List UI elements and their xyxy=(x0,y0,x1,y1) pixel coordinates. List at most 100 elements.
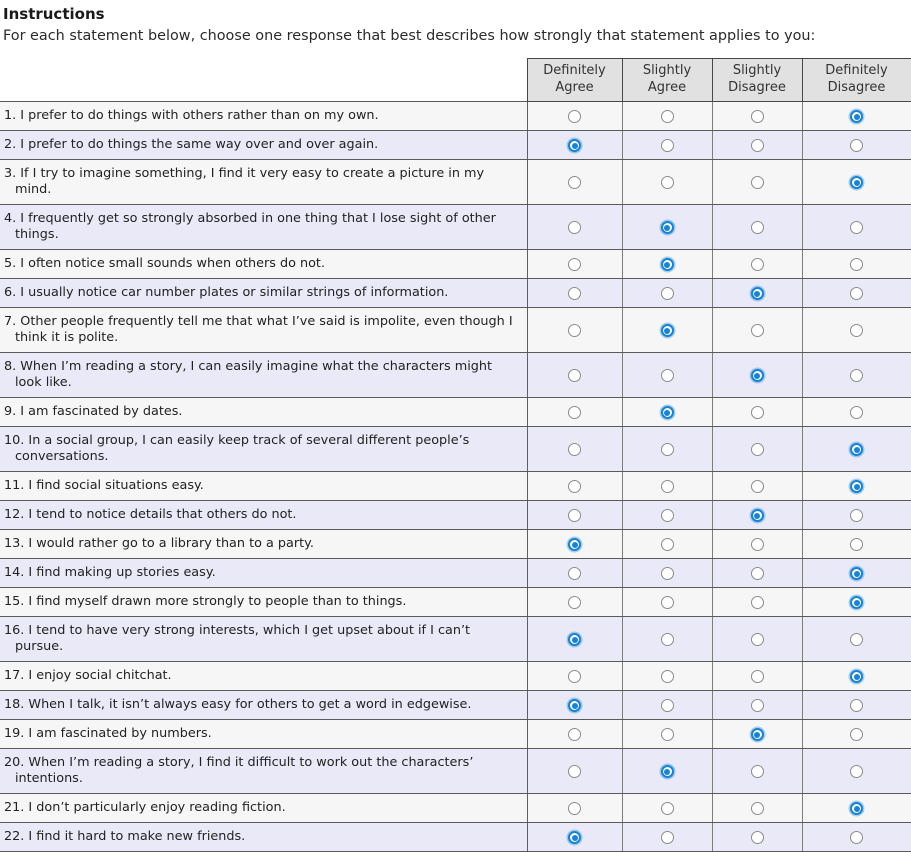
radio-definitely-disagree[interactable] xyxy=(850,831,863,845)
radio-slightly-agree[interactable] xyxy=(660,802,674,816)
radio-definitely-agree-selected[interactable] xyxy=(568,538,581,552)
radio-slightly-disagree[interactable] xyxy=(750,670,764,684)
radio-slightly-disagree[interactable] xyxy=(750,567,764,581)
radio-definitely-agree-selected[interactable] xyxy=(568,139,581,153)
radio-slightly-disagree-selected[interactable] xyxy=(750,728,764,742)
radio-definitely-agree[interactable] xyxy=(568,258,581,272)
radio-definitely-disagree[interactable] xyxy=(850,258,863,272)
table-row: 4. I frequently get so strongly absorbed… xyxy=(0,203,911,250)
radio-slightly-disagree[interactable] xyxy=(750,802,764,816)
radio-definitely-agree-selected[interactable] xyxy=(568,699,581,713)
radio-slightly-disagree[interactable] xyxy=(750,221,764,235)
radio-definitely-agree[interactable] xyxy=(568,287,581,301)
radio-slightly-agree-selected[interactable] xyxy=(660,221,674,235)
radio-definitely-agree[interactable] xyxy=(568,567,581,581)
radio-slightly-agree[interactable] xyxy=(660,139,674,153)
radio-definitely-agree[interactable] xyxy=(568,406,581,420)
radio-slightly-disagree[interactable] xyxy=(750,443,764,457)
radio-slightly-agree[interactable] xyxy=(660,699,674,713)
radio-slightly-disagree[interactable] xyxy=(750,258,764,272)
radio-slightly-agree[interactable] xyxy=(660,633,674,647)
radio-definitely-agree[interactable] xyxy=(568,480,581,494)
radio-definitely-agree[interactable] xyxy=(568,221,581,235)
radio-definitely-disagree[interactable] xyxy=(850,728,863,742)
statement-text: 8. When I’m reading a story, I can easil… xyxy=(0,351,528,398)
radio-slightly-agree-selected[interactable] xyxy=(660,258,674,272)
radio-slightly-disagree[interactable] xyxy=(750,110,764,124)
radio-slightly-disagree[interactable] xyxy=(750,596,764,610)
radio-definitely-disagree-selected[interactable] xyxy=(850,802,863,816)
radio-slightly-agree[interactable] xyxy=(660,831,674,845)
radio-definitely-agree[interactable] xyxy=(568,443,581,457)
radio-slightly-disagree[interactable] xyxy=(750,699,764,713)
radio-slightly-agree[interactable] xyxy=(660,176,674,190)
radio-slightly-disagree[interactable] xyxy=(750,406,764,420)
radio-definitely-disagree-selected[interactable] xyxy=(850,480,863,494)
radio-definitely-disagree[interactable] xyxy=(850,699,863,713)
radio-slightly-disagree-selected[interactable] xyxy=(750,287,764,301)
radio-slightly-agree[interactable] xyxy=(660,110,674,124)
radio-definitely-disagree[interactable] xyxy=(850,324,863,338)
statement-text: 20. When I’m reading a story, I find it … xyxy=(0,747,528,794)
radio-definitely-disagree[interactable] xyxy=(850,406,863,420)
radio-definitely-disagree[interactable] xyxy=(850,139,863,153)
radio-definitely-disagree[interactable] xyxy=(850,633,863,647)
radio-definitely-agree[interactable] xyxy=(568,765,581,779)
radio-slightly-agree[interactable] xyxy=(660,480,674,494)
statement-text: 6. I usually notice car number plates or… xyxy=(0,277,528,308)
radio-definitely-agree[interactable] xyxy=(568,596,581,610)
instructions-text: For each statement below, choose one res… xyxy=(3,27,816,44)
radio-definitely-agree[interactable] xyxy=(568,110,581,124)
radio-definitely-disagree[interactable] xyxy=(850,765,863,779)
radio-definitely-disagree-selected[interactable] xyxy=(850,567,863,581)
radio-slightly-agree[interactable] xyxy=(660,509,674,523)
radio-slightly-agree[interactable] xyxy=(660,443,674,457)
radio-definitely-disagree[interactable] xyxy=(850,369,863,383)
radio-definitely-disagree[interactable] xyxy=(850,509,863,523)
radio-slightly-agree-selected[interactable] xyxy=(660,406,674,420)
table-row: 5. I often notice small sounds when othe… xyxy=(0,248,911,279)
radio-definitely-agree[interactable] xyxy=(568,176,581,190)
radio-slightly-agree-selected[interactable] xyxy=(660,324,674,338)
radio-slightly-agree[interactable] xyxy=(660,596,674,610)
radio-definitely-disagree-selected[interactable] xyxy=(850,596,863,610)
radio-definitely-disagree-selected[interactable] xyxy=(850,670,863,684)
radio-slightly-disagree[interactable] xyxy=(750,633,764,647)
radio-slightly-disagree[interactable] xyxy=(750,480,764,494)
radio-definitely-disagree[interactable] xyxy=(850,221,863,235)
radio-definitely-agree[interactable] xyxy=(568,670,581,684)
option-cell xyxy=(801,129,911,160)
option-cell xyxy=(621,425,713,472)
radio-definitely-disagree[interactable] xyxy=(850,538,863,552)
table-row: 6. I usually notice car number plates or… xyxy=(0,277,911,308)
radio-definitely-agree-selected[interactable] xyxy=(568,831,581,845)
radio-slightly-disagree[interactable] xyxy=(750,324,764,338)
radio-slightly-agree[interactable] xyxy=(660,369,674,383)
radio-definitely-agree[interactable] xyxy=(568,728,581,742)
radio-slightly-agree[interactable] xyxy=(660,670,674,684)
radio-slightly-disagree[interactable] xyxy=(750,765,764,779)
radio-slightly-disagree[interactable] xyxy=(750,139,764,153)
radio-slightly-agree[interactable] xyxy=(660,567,674,581)
radio-definitely-agree[interactable] xyxy=(568,509,581,523)
radio-slightly-agree[interactable] xyxy=(660,538,674,552)
radio-slightly-disagree-selected[interactable] xyxy=(750,509,764,523)
radio-slightly-agree-selected[interactable] xyxy=(660,765,674,779)
radio-definitely-agree[interactable] xyxy=(568,802,581,816)
radio-definitely-disagree-selected[interactable] xyxy=(850,443,863,457)
radio-slightly-agree[interactable] xyxy=(660,728,674,742)
radio-definitely-disagree[interactable] xyxy=(850,287,863,301)
radio-slightly-disagree[interactable] xyxy=(750,538,764,552)
option-cell xyxy=(526,660,623,691)
radio-slightly-disagree[interactable] xyxy=(750,176,764,190)
radio-definitely-agree[interactable] xyxy=(568,324,581,338)
radio-definitely-agree[interactable] xyxy=(568,369,581,383)
option-cell xyxy=(621,747,713,794)
radio-definitely-disagree-selected[interactable] xyxy=(850,176,863,190)
table-row: 21. I don’t particularly enjoy reading f… xyxy=(0,792,911,823)
radio-slightly-agree[interactable] xyxy=(660,287,674,301)
radio-slightly-disagree-selected[interactable] xyxy=(750,369,764,383)
radio-definitely-disagree-selected[interactable] xyxy=(850,110,863,124)
radio-slightly-disagree[interactable] xyxy=(750,831,764,845)
radio-definitely-agree-selected[interactable] xyxy=(568,633,581,647)
